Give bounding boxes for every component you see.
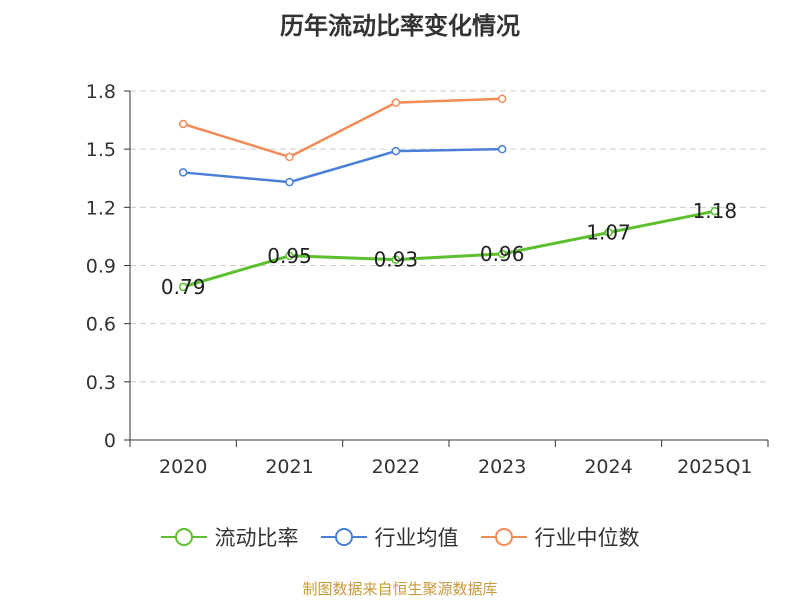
data-point — [285, 177, 294, 187]
data-point — [285, 251, 294, 261]
series-line — [182, 97, 503, 159]
data-label: 0.79 — [161, 275, 206, 299]
data-point — [497, 144, 507, 154]
data-point — [497, 249, 507, 259]
source-note: 制图数据来自恒生聚源数据库 — [302, 580, 498, 598]
x-tick-label: 2023 — [478, 456, 526, 478]
data-label: 1.07 — [586, 221, 631, 245]
data-point — [391, 146, 401, 156]
data-point — [497, 94, 507, 104]
y-tick-label: 0.6 — [86, 314, 116, 336]
data-label: 0.93 — [374, 248, 419, 272]
y-tick-label: 1.5 — [86, 139, 116, 161]
legend-label: 行业均值 — [374, 526, 459, 550]
legend-item-industry-mean[interactable]: 行业均值 — [320, 522, 459, 552]
data-point — [391, 255, 401, 264]
data-point — [178, 168, 188, 177]
data-label: 0.95 — [267, 244, 312, 268]
x-tick-label: 2021 — [265, 456, 313, 478]
x-tick-label: 2020 — [159, 456, 207, 478]
data-point — [178, 119, 188, 129]
y-tick-label: 1.2 — [86, 197, 116, 219]
legend-label: 行业中位数 — [534, 526, 640, 550]
series-line — [182, 209, 716, 289]
data-label: 0.96 — [480, 242, 525, 266]
y-tick-label: 0.9 — [86, 256, 116, 278]
data-point — [604, 228, 613, 237]
data-label: 1.18 — [693, 199, 738, 223]
legend-label: 流动比率 — [214, 526, 299, 550]
legend-item-current-ratio[interactable]: 流动比率 — [160, 522, 299, 552]
data-point — [285, 152, 294, 162]
data-point — [178, 282, 188, 292]
legend-line-icon — [160, 528, 207, 546]
data-point — [391, 98, 401, 107]
legend-line-icon — [320, 528, 367, 546]
y-tick-label: 0.3 — [86, 372, 116, 394]
data-point — [710, 206, 720, 216]
legend: 流动比率 行业均值 行业中位数 — [0, 522, 800, 552]
series-line — [183, 147, 503, 184]
chart-title: 历年流动比率变化情况 — [280, 12, 520, 40]
x-tick-label: 2025Q1 — [677, 456, 752, 478]
x-tick-label: 2022 — [372, 456, 420, 478]
y-tick-label: 0 — [104, 430, 116, 452]
legend-line-icon — [480, 528, 527, 546]
legend-item-industry-median[interactable]: 行业中位数 — [480, 522, 640, 552]
y-tick-label: 1.8 — [86, 81, 116, 103]
x-tick-label: 2024 — [584, 456, 632, 478]
